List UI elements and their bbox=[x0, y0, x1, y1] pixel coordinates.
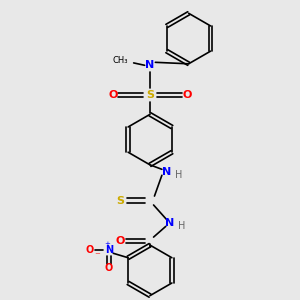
Text: N: N bbox=[165, 218, 174, 228]
Text: S: S bbox=[116, 196, 124, 206]
Text: H: H bbox=[178, 221, 185, 231]
Text: ⁻: ⁻ bbox=[94, 251, 100, 261]
Text: N: N bbox=[105, 245, 113, 255]
Text: +: + bbox=[104, 241, 110, 247]
Text: H: H bbox=[175, 170, 182, 180]
Text: S: S bbox=[146, 90, 154, 100]
Text: N: N bbox=[162, 167, 171, 177]
Text: CH₃: CH₃ bbox=[112, 56, 128, 65]
Text: N: N bbox=[146, 60, 154, 70]
Text: O: O bbox=[116, 236, 125, 246]
Text: O: O bbox=[108, 90, 118, 100]
Text: O: O bbox=[85, 245, 94, 255]
Text: O: O bbox=[182, 90, 192, 100]
Text: O: O bbox=[105, 263, 113, 273]
